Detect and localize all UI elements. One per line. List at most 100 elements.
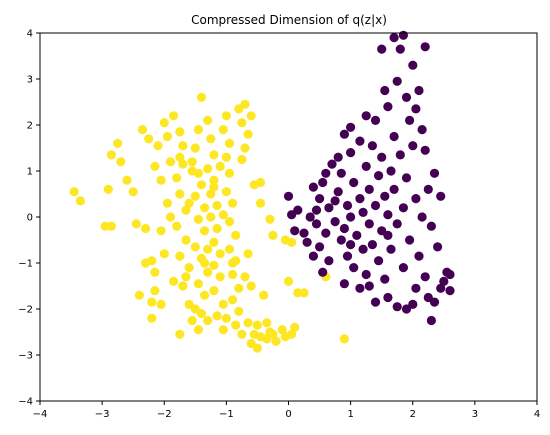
scatter-point	[429, 168, 440, 178]
scatter-point	[147, 313, 157, 323]
scatter-point	[243, 318, 253, 328]
scatter-point	[240, 99, 250, 109]
scatter-point	[405, 115, 415, 125]
scatter-point	[346, 122, 356, 132]
scatter-point	[417, 212, 427, 222]
scatter-point	[355, 194, 365, 204]
scatter-point	[330, 196, 340, 206]
scatter-point	[153, 141, 163, 151]
scatter-point	[277, 325, 287, 335]
scatter-point	[299, 228, 309, 238]
scatter-point	[433, 242, 443, 252]
scatter-point	[128, 187, 138, 197]
scatter-point	[342, 251, 353, 261]
scatter-point	[287, 329, 297, 339]
scatter-point	[355, 283, 365, 293]
scatter-point	[411, 104, 421, 114]
scatter-point	[302, 237, 312, 247]
scatter-point	[209, 286, 219, 296]
scatter-point	[116, 157, 126, 167]
scatter-point	[386, 166, 396, 176]
scatter-point	[401, 173, 412, 183]
scatter-point	[405, 235, 415, 245]
scatter-point	[150, 286, 160, 296]
scatter-point	[414, 85, 424, 96]
scatter-point	[268, 230, 278, 240]
scatter-point	[172, 221, 182, 231]
scatter-point	[346, 148, 356, 158]
scatter-point	[103, 184, 113, 194]
scatter-point	[122, 175, 132, 185]
points-layer	[69, 30, 455, 353]
scatter-point	[134, 290, 144, 300]
scatter-point	[305, 212, 315, 222]
scatter-point	[364, 281, 374, 291]
scatter-point	[383, 210, 393, 220]
scatter-point	[200, 203, 210, 213]
scatter-point	[221, 187, 231, 197]
scatter-point	[246, 111, 256, 121]
scatter-point	[196, 92, 207, 102]
y-tick-label: 3	[27, 75, 33, 86]
scatter-point	[361, 269, 371, 280]
scatter-point	[162, 198, 172, 208]
scatter-point	[377, 44, 387, 54]
scatter-point	[259, 290, 269, 300]
scatter-point	[190, 191, 200, 201]
y-tick-label: 2	[27, 121, 33, 132]
scatter-point	[408, 299, 418, 309]
scatter-point	[240, 272, 250, 282]
scatter-point	[228, 269, 238, 280]
scatter-point	[147, 256, 157, 266]
scatter-point	[169, 111, 179, 121]
scatter-point	[364, 219, 374, 229]
scatter-point	[221, 152, 231, 162]
scatter-point	[318, 267, 328, 277]
scatter-point	[162, 131, 172, 142]
ticks-layer: −4 −3 −2 −1 0 1 2 3 4 −4 −3 −2 −1 0 1 2 3 4	[18, 29, 540, 421]
x-tick-label: 4	[534, 409, 540, 420]
scatter-point	[367, 240, 377, 250]
scatter-point	[339, 279, 349, 289]
scatter-point	[131, 219, 141, 229]
scatter-point	[398, 203, 408, 213]
scatter-point	[187, 166, 197, 176]
scatter-point	[184, 263, 194, 273]
scatter-point	[383, 292, 393, 303]
scatter-point	[215, 161, 225, 171]
scatter-point	[445, 286, 455, 296]
scatter-point	[383, 102, 393, 112]
scatter-point	[178, 159, 188, 169]
scatter-point	[212, 200, 222, 211]
scatter-point	[169, 276, 179, 286]
scatter-point	[395, 150, 405, 160]
scatter-point	[218, 299, 228, 309]
scatter-point	[392, 302, 402, 312]
scatter-point	[113, 138, 123, 148]
scatter-point	[221, 313, 231, 323]
scatter-point	[181, 205, 191, 215]
scatter-point	[408, 141, 418, 151]
scatter-point	[361, 161, 371, 171]
scatter-point	[398, 263, 408, 273]
scatter-point	[218, 125, 228, 135]
scatter-point	[426, 315, 436, 326]
scatter-point	[318, 177, 328, 188]
scatter-point	[218, 210, 228, 220]
scatter-point	[408, 60, 418, 70]
scatter-point	[311, 219, 322, 229]
y-tick-label: −1	[18, 259, 33, 270]
scatter-point	[333, 187, 343, 197]
x-tick-label: 3	[472, 409, 478, 420]
scatter-point	[234, 283, 244, 293]
scatter-point	[380, 85, 390, 96]
scatter-point	[380, 274, 390, 284]
scatter-point	[193, 279, 203, 289]
scatter-point	[389, 184, 399, 194]
scatter-point	[315, 194, 325, 204]
scatter-point	[262, 334, 272, 344]
scatter-point	[333, 152, 343, 162]
scatter-point	[308, 182, 318, 192]
scatter-point	[290, 322, 300, 332]
scatter-point	[200, 226, 210, 236]
